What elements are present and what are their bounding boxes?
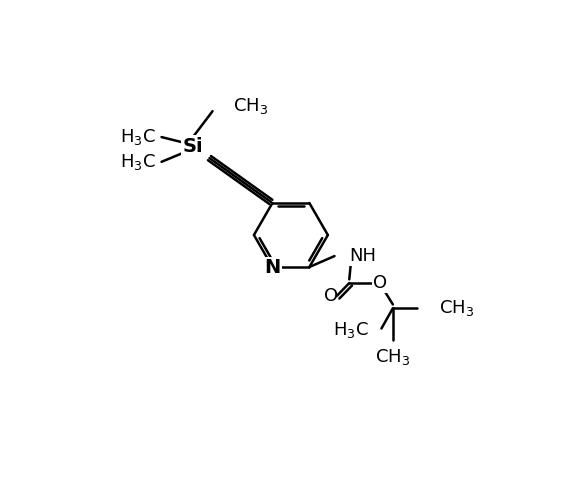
Text: N: N	[264, 257, 281, 276]
Text: H$_3$C: H$_3$C	[120, 152, 156, 172]
Text: H$_3$C: H$_3$C	[333, 320, 368, 340]
Text: H$_3$C: H$_3$C	[120, 127, 156, 147]
Text: O: O	[325, 287, 339, 305]
Text: NH: NH	[349, 247, 377, 265]
Text: CH$_3$: CH$_3$	[375, 347, 410, 367]
Text: CH$_3$: CH$_3$	[439, 298, 474, 318]
Text: O: O	[372, 274, 386, 292]
Text: CH$_3$: CH$_3$	[233, 96, 268, 116]
Text: Si: Si	[183, 137, 203, 156]
